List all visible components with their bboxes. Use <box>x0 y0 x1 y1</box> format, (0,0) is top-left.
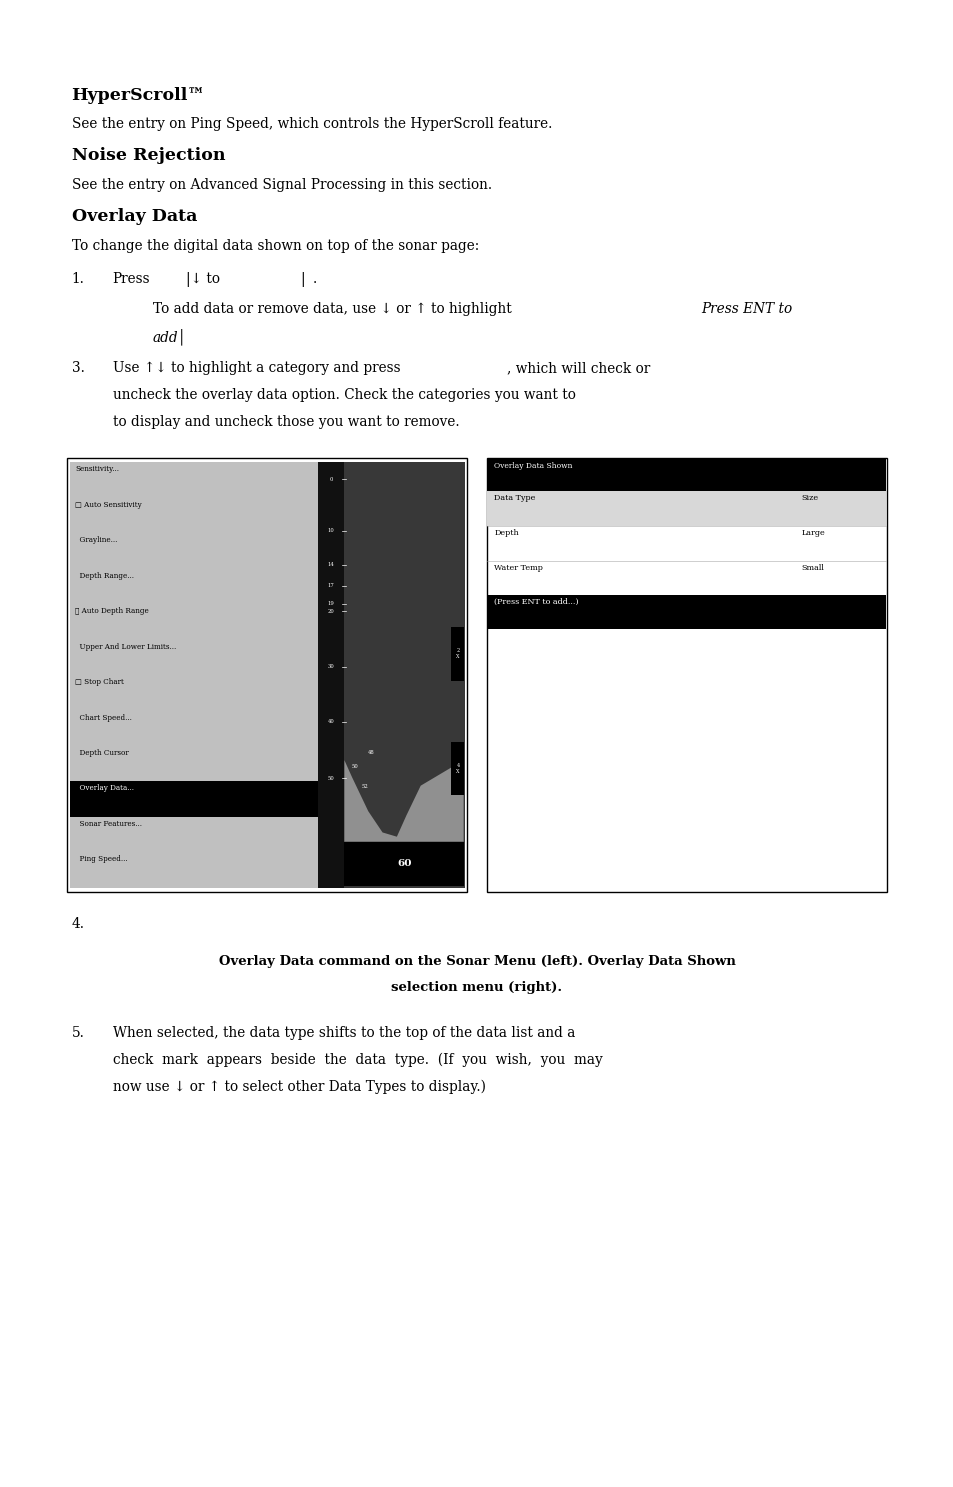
FancyBboxPatch shape <box>70 462 317 888</box>
Text: 0: 0 <box>329 477 333 482</box>
Text: 5.: 5. <box>71 1026 84 1039</box>
Text: □ Auto Sensitivity: □ Auto Sensitivity <box>75 501 142 509</box>
Text: To add data or remove data, use ↓ or ↑ to highlight: To add data or remove data, use ↓ or ↑ t… <box>152 302 516 315</box>
Text: .: . <box>313 272 316 286</box>
Text: Press: Press <box>112 272 150 286</box>
Text: See the entry on Ping Speed, which controls the HyperScroll feature.: See the entry on Ping Speed, which contr… <box>71 117 552 131</box>
Text: Small: Small <box>801 564 823 571</box>
FancyBboxPatch shape <box>451 742 463 796</box>
FancyBboxPatch shape <box>487 459 885 491</box>
Text: Ping Speed...: Ping Speed... <box>75 855 128 864</box>
Text: 48: 48 <box>368 749 375 754</box>
Text: To change the digital data shown on top of the sonar page:: To change the digital data shown on top … <box>71 239 478 253</box>
FancyBboxPatch shape <box>344 842 463 886</box>
Text: Grayline...: Grayline... <box>75 537 117 544</box>
FancyBboxPatch shape <box>344 462 464 888</box>
Text: When selected, the data type shifts to the top of the data list and a: When selected, the data type shifts to t… <box>112 1026 575 1039</box>
Text: ☒ Auto Depth Range: ☒ Auto Depth Range <box>75 607 149 616</box>
Text: Use ↑↓ to highlight a category and press: Use ↑↓ to highlight a category and press <box>112 361 399 375</box>
Text: Overlay Data command on the Sonar Menu (left). Overlay Data Shown: Overlay Data command on the Sonar Menu (… <box>218 955 735 968</box>
Text: 30: 30 <box>327 665 335 669</box>
Text: Depth Cursor: Depth Cursor <box>75 749 129 757</box>
Text: 50: 50 <box>327 776 335 781</box>
Polygon shape <box>344 760 463 842</box>
Text: Water Temp: Water Temp <box>494 564 542 571</box>
Text: 2
X: 2 X <box>456 648 459 659</box>
Text: Noise Rejection: Noise Rejection <box>71 147 225 164</box>
Text: 60: 60 <box>396 859 412 868</box>
Text: check  mark  appears  beside  the  data  type.  (If  you  wish,  you  may: check mark appears beside the data type.… <box>112 1053 601 1068</box>
FancyBboxPatch shape <box>487 595 885 629</box>
Text: 52: 52 <box>361 784 368 788</box>
Text: Overlay Data Shown: Overlay Data Shown <box>494 462 572 470</box>
Text: Size: Size <box>801 494 818 501</box>
FancyBboxPatch shape <box>317 462 344 888</box>
FancyBboxPatch shape <box>451 628 463 681</box>
Text: add│: add│ <box>152 329 187 345</box>
Text: selection menu (right).: selection menu (right). <box>391 981 562 995</box>
FancyBboxPatch shape <box>67 458 467 892</box>
Text: Overlay Data...: Overlay Data... <box>75 785 134 793</box>
Text: Depth: Depth <box>494 529 518 537</box>
FancyBboxPatch shape <box>70 782 317 816</box>
Text: 20: 20 <box>327 608 335 614</box>
Text: 14: 14 <box>327 562 335 567</box>
Text: Press ENT to: Press ENT to <box>700 302 792 315</box>
Text: 19: 19 <box>327 601 335 607</box>
Text: now use ↓ or ↑ to select other Data Types to display.): now use ↓ or ↑ to select other Data Type… <box>112 1080 485 1094</box>
Text: 4.: 4. <box>71 917 85 931</box>
Text: □ Stop Chart: □ Stop Chart <box>75 678 124 686</box>
Text: Sensitivity...: Sensitivity... <box>75 465 119 473</box>
Text: Depth Range...: Depth Range... <box>75 572 134 580</box>
Text: See the entry on Advanced Signal Processing in this section.: See the entry on Advanced Signal Process… <box>71 178 491 192</box>
Text: uncheck the overlay data option. Check the categories you want to: uncheck the overlay data option. Check t… <box>112 388 575 401</box>
Text: 4
X: 4 X <box>456 763 459 775</box>
Text: Sonar Features...: Sonar Features... <box>75 819 142 828</box>
Text: 40: 40 <box>327 720 335 724</box>
Text: 1.: 1. <box>71 272 84 286</box>
Text: 50: 50 <box>352 764 358 769</box>
Text: Upper And Lower Limits...: Upper And Lower Limits... <box>75 642 176 651</box>
Text: |↓ to: |↓ to <box>186 272 220 287</box>
Text: 10: 10 <box>327 528 335 532</box>
Text: HyperScroll™: HyperScroll™ <box>71 86 205 104</box>
Text: Large: Large <box>801 529 824 537</box>
Text: |: | <box>300 272 305 287</box>
Text: Data Type: Data Type <box>494 494 535 501</box>
Text: (Press ENT to add...): (Press ENT to add...) <box>494 598 578 605</box>
Text: , which will check or: , which will check or <box>506 361 649 375</box>
Text: 17: 17 <box>327 583 335 589</box>
Text: to display and uncheck those you want to remove.: to display and uncheck those you want to… <box>112 415 458 428</box>
FancyBboxPatch shape <box>487 491 885 526</box>
Text: Overlay Data: Overlay Data <box>71 208 196 225</box>
Text: Chart Speed...: Chart Speed... <box>75 714 132 721</box>
FancyBboxPatch shape <box>486 458 886 892</box>
Text: 3.: 3. <box>71 361 84 375</box>
